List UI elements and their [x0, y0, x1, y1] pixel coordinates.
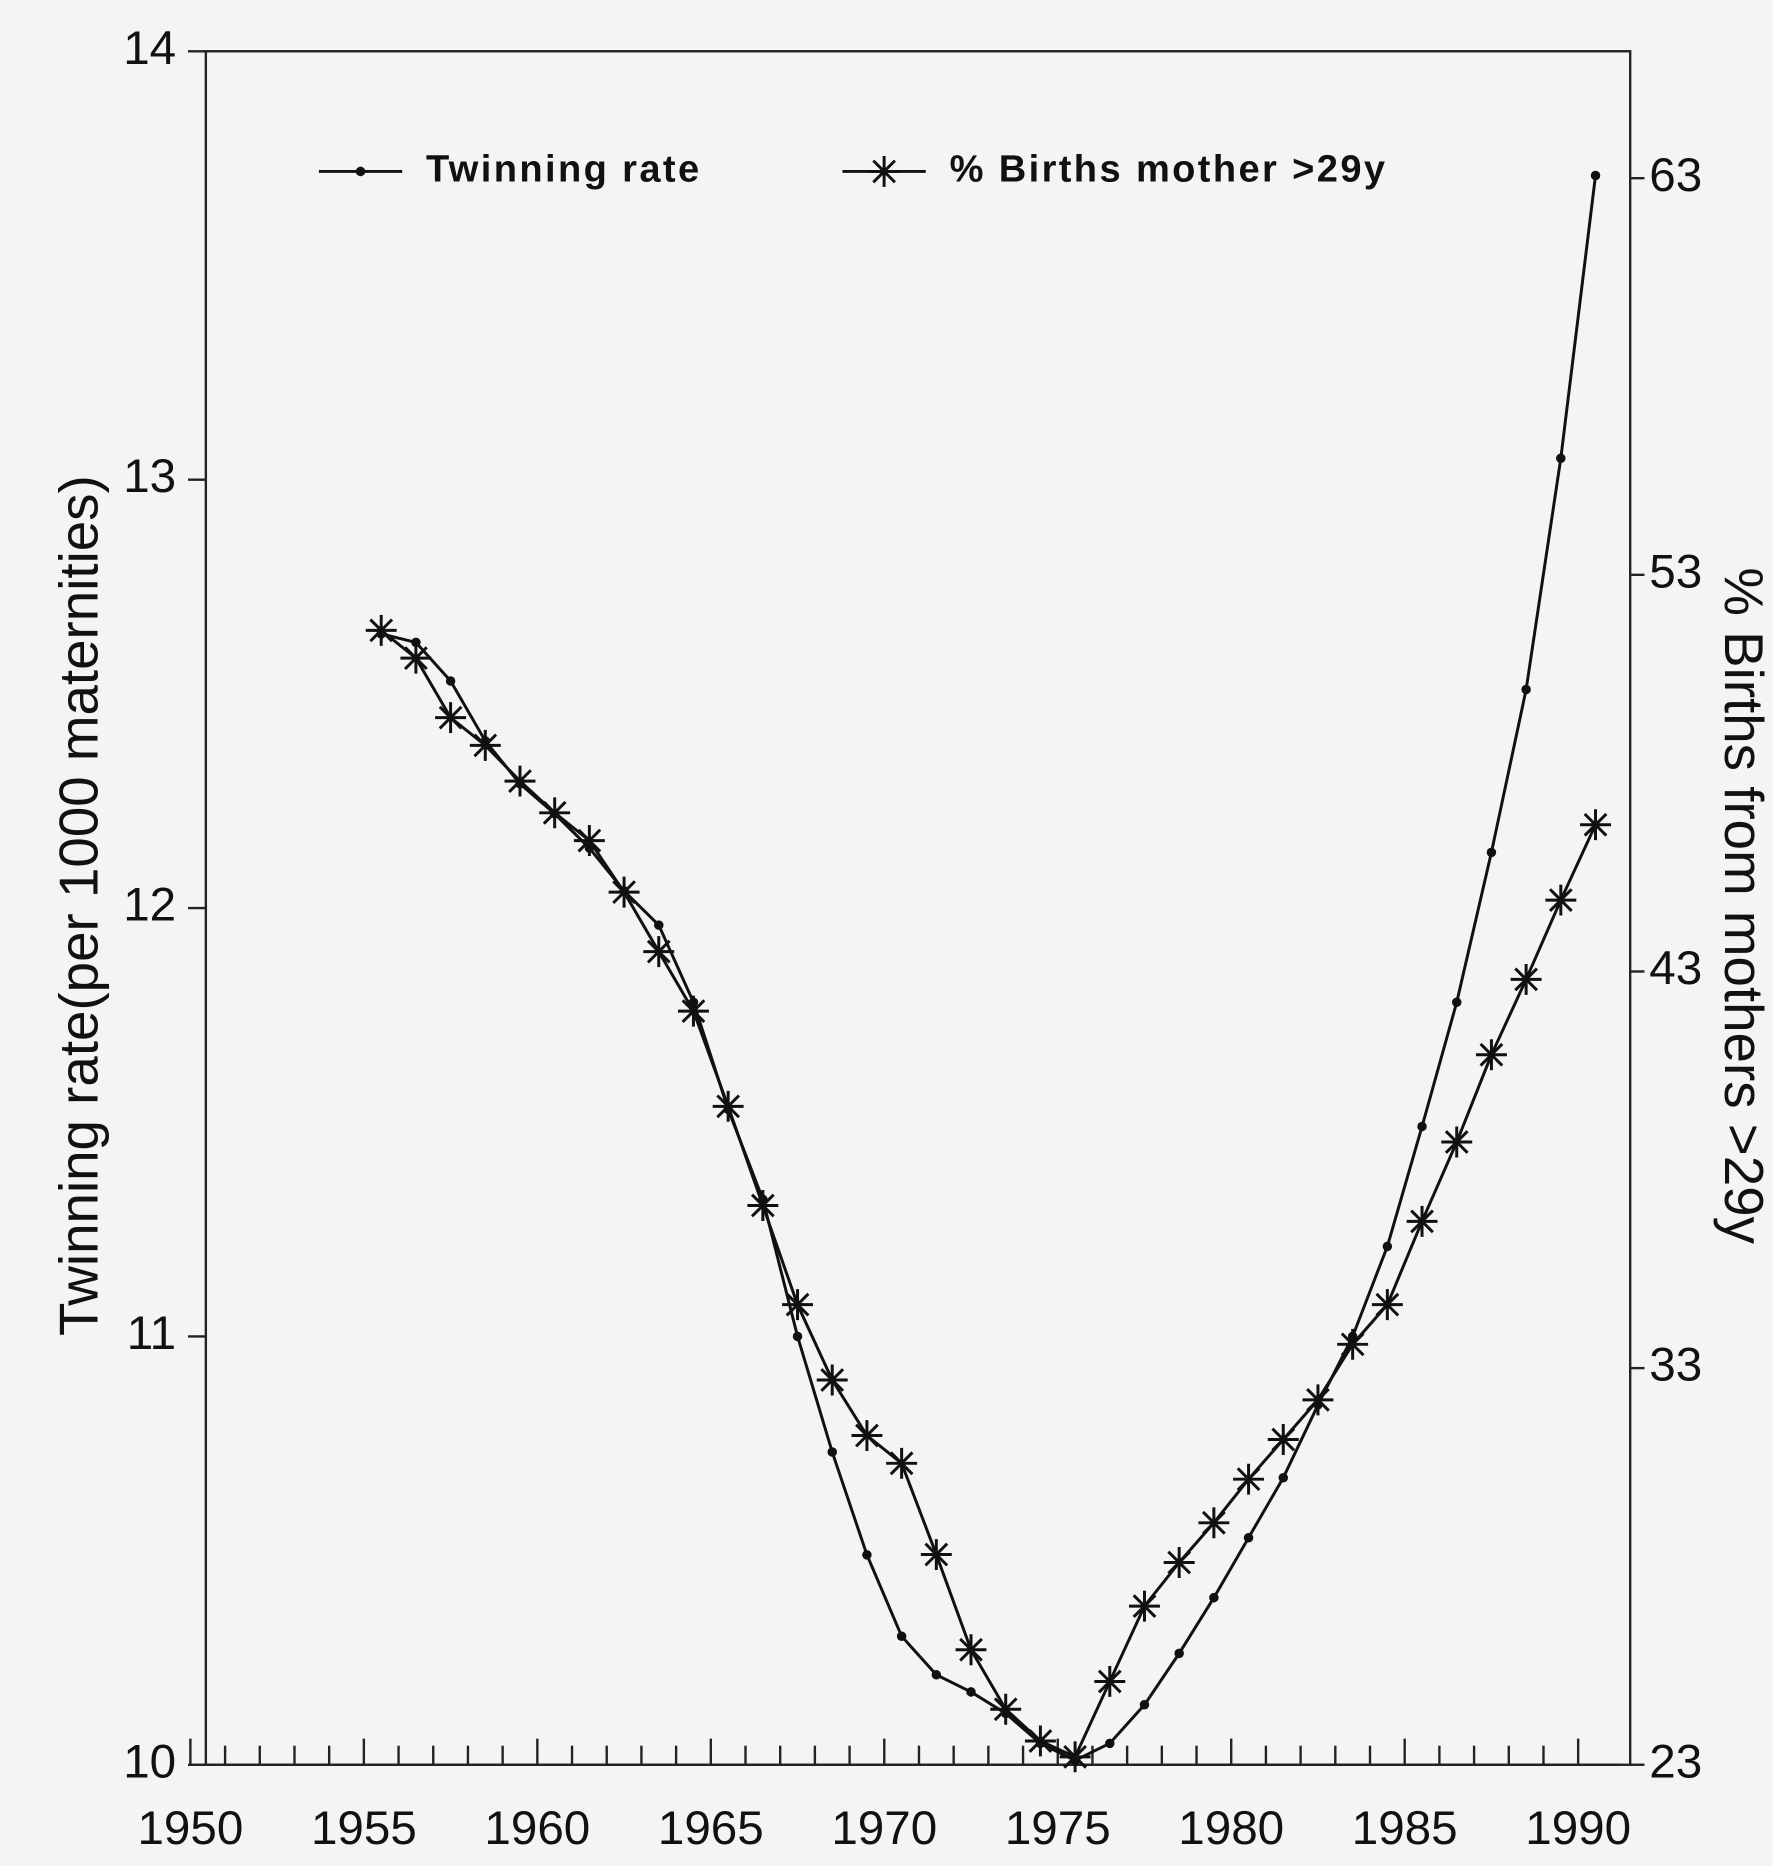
y2-tick-label: 43: [1649, 942, 1702, 995]
y2-tick-label: 53: [1649, 545, 1702, 598]
dot-marker: [1590, 170, 1601, 181]
dot-marker: [1139, 1700, 1150, 1710]
y2-tick-label: 33: [1649, 1339, 1702, 1392]
x-tick-label: 1990: [1525, 1802, 1631, 1855]
star-marker: [677, 995, 709, 1027]
y2-tick-label: 23: [1649, 1735, 1702, 1788]
star-marker: [782, 1289, 814, 1321]
star-marker: [920, 1539, 952, 1571]
star-marker: [400, 642, 432, 674]
legend-label: Twinning rate: [426, 149, 702, 191]
star-marker: [1406, 1205, 1438, 1237]
star-marker: [1024, 1725, 1056, 1757]
dot-marker: [411, 637, 421, 648]
star-marker: [747, 1190, 779, 1221]
y-tick-label: 12: [123, 879, 176, 932]
x-tick-label: 1980: [1178, 1802, 1284, 1855]
dot-marker: [1556, 453, 1566, 463]
star-marker: [1059, 1741, 1091, 1773]
y2-tick-label: 63: [1649, 149, 1702, 202]
star-marker: [469, 729, 501, 761]
x-tick-label: 1960: [484, 1802, 590, 1855]
star-marker: [1580, 809, 1611, 841]
star-marker: [643, 936, 675, 968]
star-marker: [1475, 1039, 1507, 1071]
star-marker: [1441, 1126, 1473, 1158]
star-marker: [868, 155, 900, 187]
star-marker: [990, 1693, 1022, 1725]
star-marker: [816, 1364, 848, 1396]
dot-marker: [1486, 847, 1497, 858]
x-tick-label: 1985: [1352, 1802, 1458, 1855]
y-tick-label: 13: [123, 450, 176, 503]
dot-marker: [445, 676, 456, 686]
star-marker: [539, 797, 571, 829]
series-line: [380, 175, 1597, 1763]
star-marker: [1094, 1665, 1126, 1697]
star-marker: [1198, 1507, 1230, 1539]
x-tick-label: 1950: [137, 1802, 243, 1855]
dot-marker: [355, 166, 366, 177]
y-tick-label: 14: [123, 22, 176, 75]
star-marker: [955, 1634, 987, 1666]
star-marker: [1129, 1590, 1160, 1622]
star-marker: [608, 876, 640, 908]
star-marker: [1163, 1547, 1195, 1578]
x-tick-label: 1965: [658, 1802, 764, 1855]
dot-marker: [896, 1631, 907, 1642]
x-tick-label: 1975: [1005, 1802, 1111, 1855]
dot-marker: [1174, 1648, 1184, 1659]
star-marker: [1302, 1384, 1334, 1416]
y-tick-label: 11: [127, 1307, 176, 1360]
y-tick-label: 10: [123, 1735, 176, 1788]
legend-label: % Births mother >29y: [950, 149, 1388, 191]
dot-marker: [1451, 997, 1462, 1008]
star-marker: [435, 702, 467, 734]
dot-marker: [1417, 1121, 1427, 1132]
star-marker: [1371, 1289, 1403, 1321]
y-axis-title: Twinning rate(per 1000 maternities): [48, 475, 110, 1336]
dot-marker: [931, 1670, 942, 1680]
star-marker: [1267, 1424, 1299, 1455]
y2-axis-title: % Births from mothers >29y: [1713, 567, 1773, 1244]
star-marker: [365, 614, 397, 646]
dot-marker: [966, 1687, 976, 1697]
star-marker: [1233, 1463, 1265, 1495]
dot-marker: [1105, 1738, 1115, 1749]
dot-marker: [1382, 1241, 1393, 1252]
dot-marker: [862, 1550, 872, 1560]
x-tick-label: 1970: [831, 1802, 937, 1855]
star-marker: [851, 1420, 883, 1452]
star-marker: [712, 1090, 744, 1122]
star-marker: [886, 1447, 918, 1479]
star-marker: [1545, 884, 1577, 916]
dot-marker: [1521, 684, 1531, 695]
dot-marker: [792, 1331, 803, 1342]
star-marker: [1337, 1328, 1369, 1360]
star-marker: [573, 825, 605, 857]
dot-marker: [827, 1447, 837, 1457]
series-line: [380, 629, 1597, 1759]
star-marker: [504, 765, 536, 797]
x-tick-label: 1955: [311, 1802, 417, 1855]
dot-marker: [1243, 1532, 1254, 1543]
dot-marker: [1209, 1592, 1219, 1603]
dot-marker: [654, 920, 664, 930]
star-marker: [1510, 963, 1542, 995]
dot-marker: [1278, 1472, 1289, 1483]
